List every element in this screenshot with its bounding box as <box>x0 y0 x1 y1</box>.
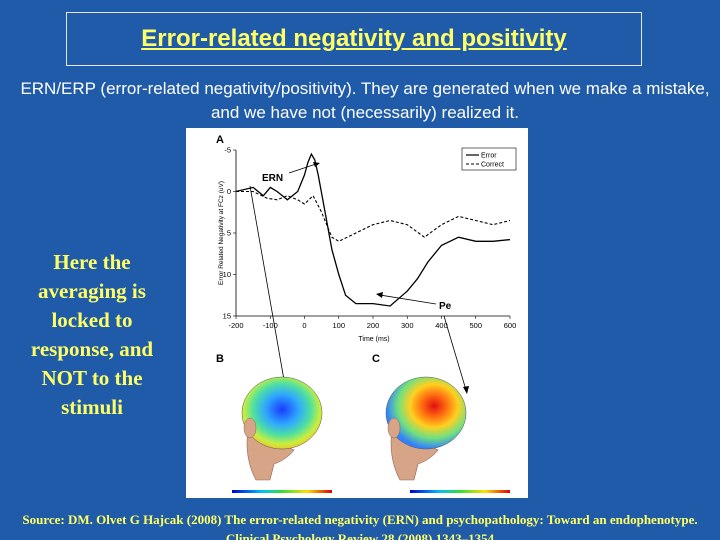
pe-arrow <box>379 294 437 305</box>
scalp-map-ern <box>232 376 332 493</box>
x-tick-label: 0 <box>302 321 306 330</box>
x-tick-label: -200 <box>228 321 243 330</box>
ern-annotation: ERN <box>262 173 283 184</box>
pe-annotation: Pe <box>439 301 452 312</box>
pe-map-arrowhead <box>463 386 469 394</box>
slide-title: Error-related negativity and positivity <box>141 25 567 52</box>
x-tick-label: 500 <box>469 321 482 330</box>
y-axis-label: Error Related Negativity at FCz (uV) <box>218 181 225 285</box>
panel-b-label: B <box>216 353 224 365</box>
ern-arrowhead <box>313 162 320 167</box>
erp-figure: A B C -200 -100 0 100 200 300 400 500 600 -5 0 5 10… <box>186 128 528 498</box>
y-tick-label: 0 <box>227 187 231 196</box>
x-tick-label: 400 <box>435 321 448 330</box>
y-tick-label: -5 <box>224 146 231 155</box>
x-tick-label: 200 <box>367 321 380 330</box>
pe-map-arrow <box>443 315 467 391</box>
source-citation: Source: DM. Olvet G Hajcak (2008) The er… <box>22 512 698 540</box>
legend-correct: Correct <box>481 162 504 169</box>
series-line-correct <box>236 190 511 242</box>
panel-a-label: A <box>216 134 224 146</box>
x-tick-label: -100 <box>263 321 278 330</box>
y-tick-label: 15 <box>223 312 231 321</box>
panel-c-label: C <box>372 353 380 365</box>
figure-svg: A B C -200 -100 0 100 200 300 400 500 600 -5 0 5 10… <box>216 134 517 493</box>
x-tick-label: 600 <box>504 321 517 330</box>
chart-legend: Error Correct <box>461 147 517 171</box>
y-tick-label: 5 <box>227 229 231 238</box>
scalp-map-pe <box>385 376 510 493</box>
intro-text: ERN/ERP (error-related negativity/positi… <box>20 79 710 122</box>
side-note: Here the averaging is locked to response… <box>30 250 154 419</box>
x-axis-label: Time (ms) <box>358 336 389 343</box>
y-tick-label: 10 <box>223 270 231 279</box>
legend-error: Error <box>481 153 497 160</box>
ern-map-arrow <box>249 185 285 381</box>
title-box: Error-related negativity and positivity <box>66 12 642 66</box>
pe-arrowhead <box>376 292 383 298</box>
x-tick-label: 300 <box>401 321 414 330</box>
ern-arrow <box>288 163 317 174</box>
x-ticks: -200 -100 0 100 200 300 400 500 600 <box>228 316 516 330</box>
y-ticks: -5 0 5 10 15 <box>223 146 236 321</box>
x-tick-label: 100 <box>332 321 345 330</box>
series-line-error <box>235 152 511 307</box>
